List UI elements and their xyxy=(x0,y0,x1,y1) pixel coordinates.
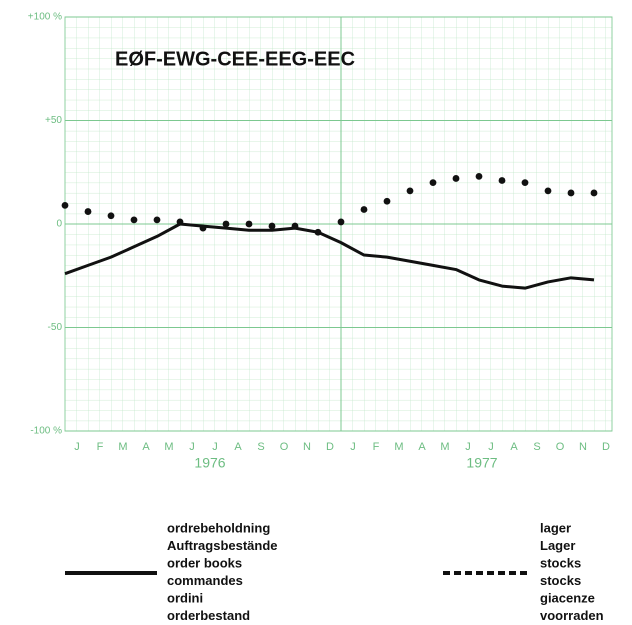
data-point xyxy=(107,212,115,220)
x-tick-label: S xyxy=(257,441,264,453)
x-tick-label: M xyxy=(394,441,403,453)
legend-label: voorraden xyxy=(540,608,604,623)
x-tick-label: O xyxy=(280,441,289,453)
y-tick-label: 0 xyxy=(56,219,62,230)
x-tick-label: S xyxy=(533,441,540,453)
data-point xyxy=(429,179,437,187)
data-point xyxy=(314,228,322,236)
data-point xyxy=(130,216,138,224)
legend-label: orderbestand xyxy=(167,608,250,623)
x-tick-label: A xyxy=(418,441,426,453)
legend-label: Lager xyxy=(540,538,575,553)
data-point xyxy=(291,222,299,230)
x-tick-label: M xyxy=(440,441,449,453)
data-point xyxy=(383,197,391,205)
x-tick-label: A xyxy=(142,441,150,453)
year-label: 1976 xyxy=(194,455,225,471)
year-label: 1977 xyxy=(466,455,497,471)
legend-label: stocks xyxy=(540,573,581,588)
data-line xyxy=(64,222,595,290)
data-point xyxy=(199,224,207,232)
x-tick-label: D xyxy=(326,441,334,453)
x-tick-label: J xyxy=(465,441,471,453)
data-point xyxy=(153,216,161,224)
data-point xyxy=(475,172,483,180)
x-tick-label: J xyxy=(488,441,494,453)
data-point xyxy=(590,189,598,197)
x-tick-label: N xyxy=(579,441,587,453)
x-tick-label: J xyxy=(189,441,195,453)
x-tick-label: J xyxy=(350,441,356,453)
data-point xyxy=(360,206,368,213)
x-tick-label: A xyxy=(234,441,242,453)
data-point xyxy=(245,220,253,228)
x-tick-label: F xyxy=(373,441,380,453)
legend-label: lager xyxy=(540,520,571,535)
data-point xyxy=(544,187,552,195)
y-tick-label: +100 % xyxy=(28,12,62,23)
data-point xyxy=(337,218,345,226)
data-point xyxy=(176,218,184,226)
x-tick-label: M xyxy=(164,441,173,453)
data-point xyxy=(222,220,230,228)
x-tick-label: D xyxy=(602,441,610,453)
x-tick-label: A xyxy=(510,441,518,453)
x-tick-label: J xyxy=(74,441,80,453)
chart-title: EØF-EWG-CEE-EEG-EEC xyxy=(115,48,355,70)
data-point xyxy=(406,187,414,195)
y-tick-label: -100 % xyxy=(30,426,62,437)
legend-label: giacenze xyxy=(540,590,595,605)
data-point xyxy=(567,189,575,197)
data-point xyxy=(84,208,92,215)
legend-label: Auftragsbestände xyxy=(167,538,278,553)
legend-label: stocks xyxy=(540,555,581,570)
x-tick-label: J xyxy=(212,441,218,453)
data-point xyxy=(521,179,529,187)
data-point xyxy=(268,222,276,230)
data-point xyxy=(61,201,69,209)
legend-label: ordrebeholdning xyxy=(167,520,270,535)
legend-label: ordini xyxy=(167,590,203,605)
x-tick-label: F xyxy=(97,441,104,453)
x-tick-label: O xyxy=(556,441,565,453)
legend-label: commandes xyxy=(167,573,243,588)
y-tick-label: -50 xyxy=(48,322,63,333)
data-point xyxy=(452,175,460,182)
y-tick-label: +50 xyxy=(45,115,62,126)
x-tick-label: N xyxy=(303,441,311,453)
data-point xyxy=(498,177,506,184)
x-tick-label: M xyxy=(118,441,127,453)
legend-label: order books xyxy=(167,555,242,570)
